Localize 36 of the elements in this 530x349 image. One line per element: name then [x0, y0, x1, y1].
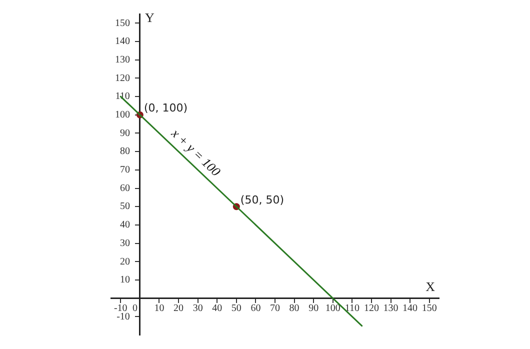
y-tick-label: 50	[120, 201, 140, 212]
annotation: (0, 100)	[144, 102, 188, 115]
x-tick-label: 140	[402, 302, 418, 314]
y-tick-label: 120	[114, 72, 140, 84]
x-tick-label: 10	[154, 302, 164, 314]
y-tick-label: 140	[114, 36, 140, 48]
x-tick-label: 150	[422, 302, 437, 314]
annotation: (50, 50)	[240, 193, 284, 206]
x-tick-label: 0	[132, 302, 148, 314]
x-axis-title: X	[426, 279, 436, 294]
y-tick-label: 30	[120, 238, 140, 249]
x-tick-label: 100	[325, 302, 340, 314]
y-tick-label: 70	[120, 164, 140, 176]
y-tick-label: 130	[114, 54, 140, 66]
y-tick-label: 40	[120, 220, 140, 231]
y-axis-title: Y	[144, 10, 155, 25]
x-tick-label: 40	[212, 302, 222, 314]
x-tick-label: 90	[308, 302, 319, 314]
text: x + y = 100	[168, 125, 224, 180]
x-tick-label: 110	[344, 302, 360, 314]
y-tick-label: 150	[114, 18, 140, 29]
y-tick-label: -10	[116, 311, 130, 322]
y-tick-label: 80	[120, 146, 140, 158]
x-tick-label: 120	[364, 302, 379, 314]
x-tick-label: 130	[383, 302, 398, 314]
x-tick-label: 70	[270, 302, 280, 314]
x-tick-label: 30	[192, 302, 203, 314]
x-tick-label: 60	[250, 302, 261, 314]
y-tick-label: 10	[120, 274, 140, 286]
y-tick-label: 20	[120, 256, 140, 268]
x-tick-label: 20	[174, 302, 184, 314]
y-tick-label: 100	[114, 110, 140, 121]
x-tick-label: 80	[289, 302, 300, 314]
x-tick-label: 50	[231, 302, 242, 314]
y-tick-label: 60	[120, 182, 140, 194]
y-tick-label: 90	[120, 128, 140, 139]
